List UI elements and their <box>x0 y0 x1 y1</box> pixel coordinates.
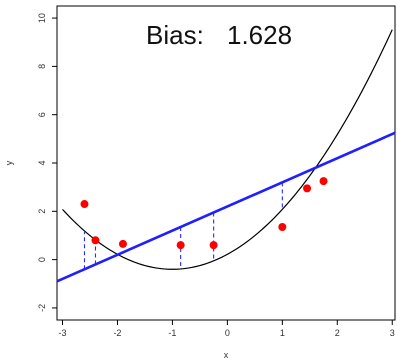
chart-title-value: 1.628 <box>227 20 292 50</box>
data-point <box>80 200 89 209</box>
x-tick-label: -3 <box>58 328 66 338</box>
data-points <box>80 177 328 250</box>
true-curve-layer <box>62 29 393 270</box>
x-axis-label: x <box>224 350 229 360</box>
y-tick-label: 10 <box>37 13 47 23</box>
y-tick-label: -2 <box>37 304 47 312</box>
y-tick-label: 8 <box>37 64 47 69</box>
data-point <box>278 223 287 232</box>
data-point <box>91 236 100 245</box>
y-tick-label: 4 <box>37 160 47 165</box>
x-tick-label: -1 <box>168 328 176 338</box>
data-point <box>209 241 218 250</box>
x-tick-label: 3 <box>390 328 395 338</box>
y-axis-label: y <box>4 160 14 165</box>
chart-title-prefix: Bias: <box>146 20 204 50</box>
true-curve <box>62 29 393 270</box>
data-point <box>303 184 312 193</box>
x-tick-label: -2 <box>113 328 121 338</box>
axis-ticks: -3 -2 -1 0 1 2 3 -2 0 2 4 6 8 10 <box>37 13 395 338</box>
x-tick-label: 0 <box>225 328 230 338</box>
y-tick-label: 6 <box>37 112 47 117</box>
x-tick-label: 1 <box>280 328 285 338</box>
y-tick-label: 0 <box>37 257 47 262</box>
plot-frame <box>56 5 396 321</box>
residual-lines <box>83 182 283 270</box>
data-point <box>118 239 127 248</box>
data-point <box>319 177 328 186</box>
fit-line-layer <box>56 131 396 283</box>
x-tick-label: 2 <box>335 328 340 338</box>
data-point <box>176 241 185 250</box>
fit-line <box>56 131 396 283</box>
y-tick-label: 2 <box>37 209 47 214</box>
